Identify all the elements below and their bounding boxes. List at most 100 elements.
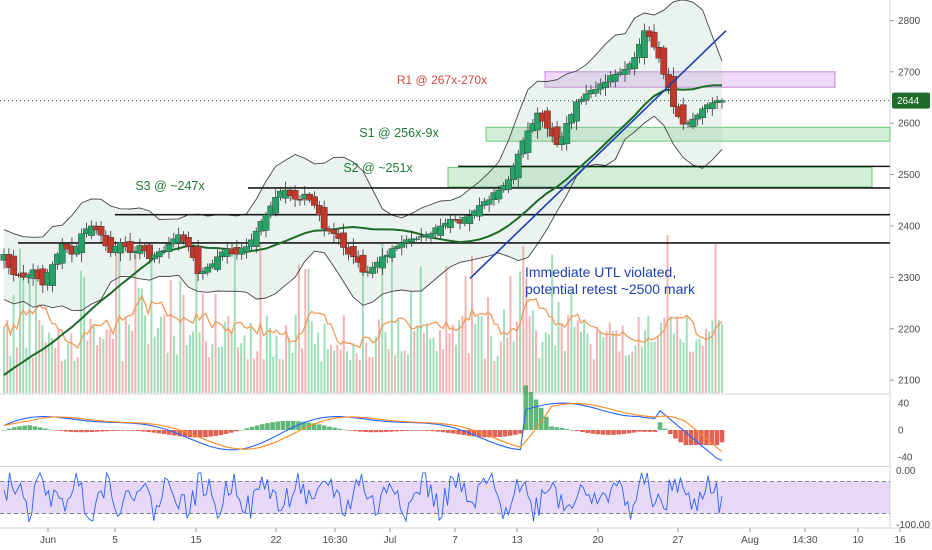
volume-bar — [118, 247, 121, 393]
candle — [543, 107, 556, 143]
macd-histogram-bar — [693, 430, 699, 446]
macd-histogram-bar — [616, 430, 621, 435]
volume-bar — [217, 347, 220, 393]
macd-histogram-bar — [549, 426, 554, 430]
volume-bar — [19, 248, 22, 393]
macd-histogram-bar — [352, 430, 358, 432]
volume-bar — [301, 348, 304, 393]
volume-bar — [57, 329, 60, 393]
macd-histogram-bar — [311, 423, 317, 430]
volume-layer — [3, 235, 723, 393]
volume-bar — [83, 276, 86, 393]
macd-histogram-bar — [316, 424, 322, 430]
macd-histogram-bar — [688, 430, 694, 446]
candle-body — [146, 244, 153, 260]
candle-body — [243, 246, 250, 253]
volume-bar — [352, 343, 355, 393]
candle-body — [252, 230, 260, 247]
macd-histogram-bar — [606, 430, 611, 435]
candle — [408, 230, 420, 247]
candle-body — [291, 190, 299, 200]
macd-histogram-bar — [84, 430, 89, 433]
macd-histogram-bar — [74, 430, 79, 433]
macd-histogram-bar — [259, 424, 265, 430]
volume-bar — [435, 351, 438, 393]
volume-bar — [640, 346, 643, 393]
volume-bar — [349, 359, 352, 393]
candle — [330, 222, 343, 245]
macd-histogram-bar — [363, 430, 368, 432]
volume-bar — [192, 331, 195, 393]
candle — [39, 264, 52, 293]
volume-bar — [339, 349, 342, 393]
volume-bar — [3, 327, 5, 393]
candle — [650, 24, 663, 63]
candle — [349, 238, 362, 268]
macd-histogram-bar — [673, 430, 678, 439]
macd-histogram-bar — [141, 430, 146, 432]
macd-histogram-bar — [497, 430, 503, 438]
candle-body — [107, 237, 115, 253]
candle-body — [524, 130, 532, 153]
rsi-tick-label: -100.00 — [896, 520, 930, 531]
candle-body — [87, 225, 95, 236]
volume-bar — [624, 355, 627, 393]
candle — [281, 181, 294, 204]
volume-bar — [496, 356, 499, 393]
volume-bar — [220, 346, 223, 393]
volume-bar — [47, 332, 50, 393]
volume-bar — [653, 341, 656, 393]
volume-bar — [474, 324, 477, 393]
volume-bar — [704, 329, 707, 393]
time-tick-label: 10 — [852, 535, 864, 546]
candle-body — [437, 225, 445, 236]
candle-body — [699, 108, 706, 118]
volume-bar — [451, 324, 454, 393]
macd-histogram-bar — [99, 430, 105, 432]
macd-histogram-bar — [161, 430, 167, 435]
candle-body — [446, 219, 454, 229]
volume-bar — [650, 342, 653, 393]
candle-body — [10, 255, 18, 276]
candle — [20, 264, 32, 284]
macd-histogram-bar — [218, 430, 224, 436]
volume-bar — [134, 254, 137, 393]
moving-average-line — [3, 84, 722, 376]
volume-bar — [313, 344, 316, 393]
volume-bar — [150, 247, 153, 393]
candle-body — [505, 179, 512, 190]
annotation-note-line1: Immediate UTL violated, — [525, 264, 676, 280]
volume-bar — [378, 319, 381, 393]
macd-histogram-bar — [68, 430, 74, 432]
volume-bar — [131, 331, 134, 393]
volume-bar — [208, 357, 211, 393]
volume-bar — [477, 315, 480, 393]
volume-bar — [310, 321, 313, 393]
uptrend-line — [469, 30, 727, 279]
time-tick-label: 5 — [112, 535, 118, 546]
volume-bar — [403, 350, 406, 393]
candle — [359, 249, 372, 277]
candle-body — [466, 215, 474, 224]
macd-histogram-bar — [420, 430, 425, 431]
macd-histogram-bar — [678, 430, 683, 443]
macd-histogram-bar — [156, 430, 162, 434]
macd-histogram-bar — [120, 430, 126, 431]
volume-bar — [99, 337, 102, 393]
time-tick-label: 15 — [190, 535, 202, 546]
candle — [689, 112, 702, 129]
candle-body — [126, 241, 134, 253]
volume-bar — [602, 337, 605, 393]
volume-bar — [28, 274, 31, 393]
volume-bar — [515, 321, 518, 393]
candle — [446, 214, 459, 234]
price-tick-label: 2800 — [898, 16, 921, 27]
candle-body — [340, 232, 347, 248]
macd-histogram-bar — [668, 430, 673, 435]
candle — [146, 242, 158, 264]
candle-body — [369, 266, 377, 274]
volume-bar — [6, 319, 9, 393]
candle — [660, 45, 673, 95]
macd-histogram-bar — [409, 430, 415, 431]
macd-histogram-bar — [234, 430, 239, 432]
